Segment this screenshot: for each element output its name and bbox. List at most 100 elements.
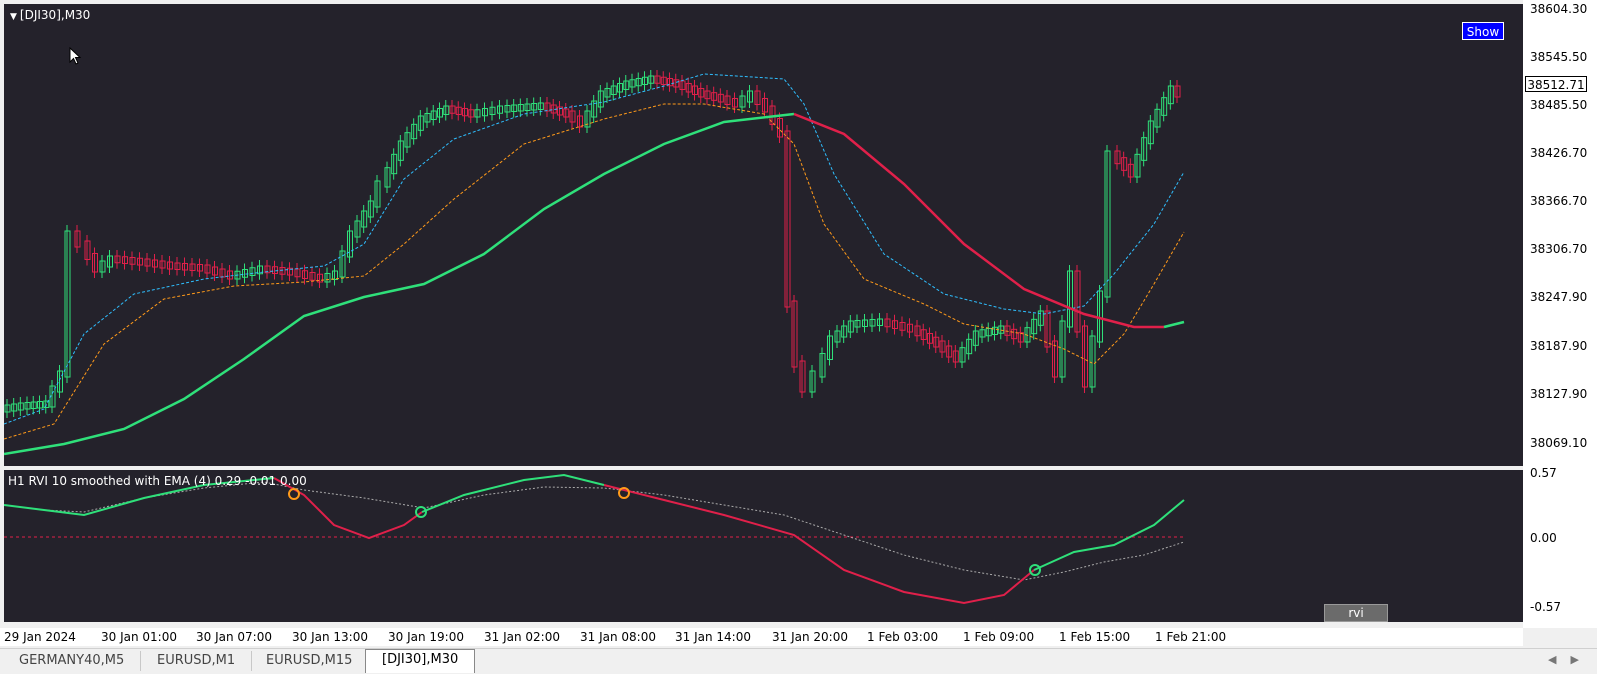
tab-eurusd-m15[interactable]: EURUSD,M15 (250, 651, 370, 671)
candle-body (92, 253, 98, 273)
candle-body (907, 323, 913, 333)
candle-body (1004, 325, 1011, 336)
candle-body (4, 404, 11, 413)
candle-body (577, 115, 583, 128)
rvi-line-up (421, 473, 605, 513)
candle-body (443, 105, 450, 115)
candle-body (159, 260, 166, 269)
candle-body (167, 261, 173, 270)
candle-body (57, 370, 63, 393)
candle-body (617, 83, 623, 93)
candle-body (939, 340, 946, 353)
tab-dji30-m30[interactable]: [DJI30],M30 (365, 649, 476, 673)
current-price-label: 38512.71 (1525, 76, 1587, 92)
candle-body (1121, 157, 1128, 171)
candle-body (692, 85, 698, 95)
show-button[interactable]: Show (1462, 22, 1504, 40)
candle-body (511, 104, 518, 112)
price-label: 38187.90 (1530, 339, 1588, 353)
price-scale[interactable] (1523, 0, 1597, 628)
indicator-scale-label: 0.00 (1530, 531, 1557, 545)
candle-body (1141, 137, 1148, 161)
tab-germany40-m5[interactable]: GERMANY40,M5 (3, 651, 142, 671)
price-label: 38604.30 (1530, 2, 1588, 16)
candle-body (482, 108, 488, 117)
indicator-pane[interactable] (4, 470, 1523, 622)
rvi-line-down (603, 484, 1035, 605)
candle-body (24, 402, 31, 410)
indicator-scale-label: 0.57 (1530, 466, 1557, 480)
time-axis[interactable] (0, 628, 1523, 646)
time-label: 1 Feb 03:00 (867, 630, 939, 644)
chevron-left-icon[interactable]: ◀ (1548, 653, 1571, 666)
candle-body (972, 330, 979, 346)
candle-body (660, 76, 667, 85)
triangle-down-icon[interactable]: ▼ (10, 12, 17, 22)
candle-body (137, 257, 143, 266)
candle-body (698, 88, 705, 98)
candle-body (992, 326, 998, 335)
candle-body (189, 263, 196, 271)
main-chart-pane[interactable] (4, 4, 1523, 466)
ema-fast-line (4, 73, 1185, 425)
candle-body (1134, 153, 1141, 178)
candle-body (623, 80, 630, 90)
candle-body (952, 350, 959, 363)
candle-body (212, 266, 218, 276)
price-label: 38545.50 (1530, 50, 1588, 64)
price-label: 38306.70 (1530, 242, 1588, 256)
tab-eurusd-m1[interactable]: EURUSD,M1 (141, 651, 253, 671)
candle-body (834, 330, 841, 343)
time-label: 31 Jan 08:00 (580, 630, 656, 644)
candle-body (1161, 97, 1168, 116)
candle-body (959, 347, 966, 363)
price-label: 38485.50 (1530, 98, 1588, 112)
candle-body (1174, 85, 1181, 98)
candle-body (544, 102, 551, 112)
trend-ma-rising (1163, 320, 1185, 329)
tab-scroll-buttons: ◀▶ (1548, 653, 1593, 666)
price-label: 38127.90 (1530, 387, 1588, 401)
candle-body (397, 140, 404, 161)
candle-body (1044, 310, 1051, 348)
candle-body (411, 123, 418, 140)
candle-body (920, 329, 927, 340)
crossover-marker (415, 506, 427, 518)
time-label: 1 Feb 21:00 (1155, 630, 1227, 644)
candle-body (927, 333, 933, 344)
candle-body (784, 130, 791, 308)
candle-body (204, 264, 211, 274)
candle-body (827, 335, 833, 360)
candle-body (197, 264, 203, 272)
candle-body (1127, 163, 1134, 178)
candle-body (1017, 332, 1024, 343)
candle-body (584, 110, 591, 128)
candle-body (679, 80, 686, 90)
price-chart-canvas (4, 70, 1185, 456)
rvi-button[interactable]: rvi (1324, 604, 1388, 622)
candle-body (531, 103, 538, 111)
candle-body (174, 262, 181, 270)
candle-body (654, 75, 661, 84)
ema-slow-line (4, 103, 1185, 440)
candle-body (791, 300, 798, 368)
candle-body (762, 98, 768, 113)
candle-body (704, 90, 711, 100)
candle-body (64, 230, 71, 378)
candle-body (869, 319, 876, 327)
candle-body (1104, 150, 1111, 298)
candle-body (1082, 325, 1088, 388)
candle-body (1167, 85, 1174, 105)
candle-body (43, 400, 50, 408)
candle-body (1037, 310, 1044, 326)
candle-body (847, 320, 854, 333)
candle-body (504, 105, 511, 113)
indicator-title: H1 RVI 10 smoothed with EMA (4) 0.29 -0.… (8, 474, 307, 488)
chart-title: ▼ [DJI30],M30 (10, 8, 91, 22)
candle-body (899, 322, 906, 331)
candle-body (30, 401, 37, 409)
candle-body (234, 270, 241, 280)
candle-body (99, 260, 106, 273)
chevron-right-icon[interactable]: ▶ (1570, 653, 1593, 666)
candle-body (966, 338, 973, 355)
